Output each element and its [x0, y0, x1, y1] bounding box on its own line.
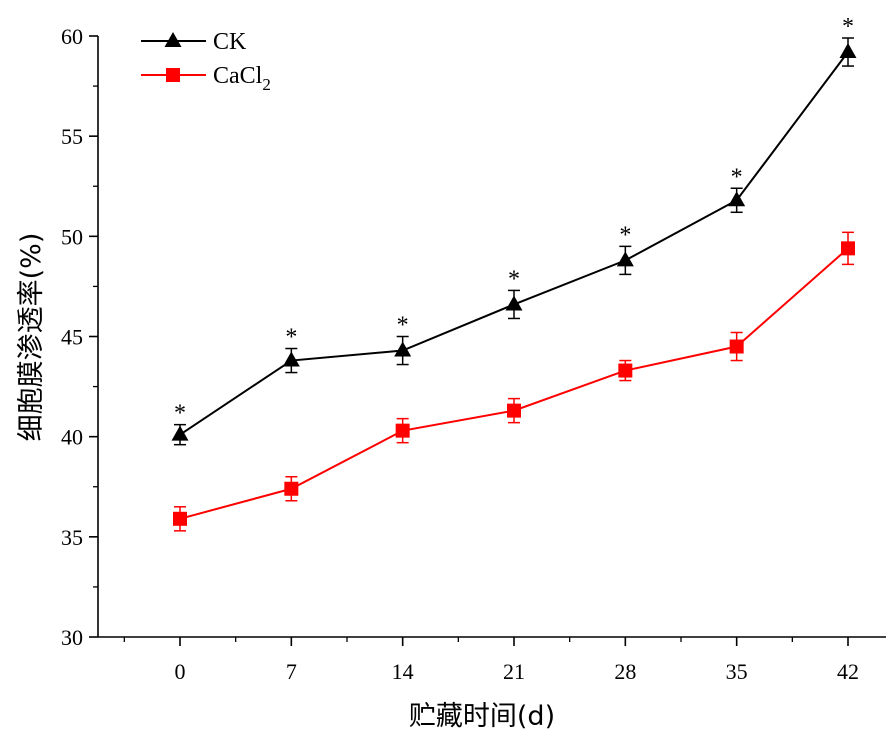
legend: CK CaCl2: [141, 29, 271, 94]
legend-label-main: CaCl: [213, 63, 263, 89]
y-tick-label: 50: [61, 224, 83, 249]
data-point-triangle: [282, 351, 300, 367]
x-tick-label: 7: [286, 659, 297, 684]
legend-label-main: CK: [213, 29, 247, 55]
data-point-triangle: [394, 341, 412, 357]
legend-item-cacl2: CaCl2: [141, 63, 271, 94]
x-tick-label: 0: [175, 659, 186, 684]
x-tick-label: 14: [392, 659, 414, 684]
data-point-triangle: [505, 295, 523, 311]
legend-item-ck: CK: [141, 29, 247, 55]
data-point-square: [284, 481, 299, 496]
series-layer: * * * * * * *: [171, 14, 857, 532]
legend-label: CK: [213, 29, 247, 55]
data-point-triangle: [616, 251, 634, 267]
significance-marker: *: [508, 266, 520, 292]
y-tick-label: 60: [61, 24, 83, 49]
y-tick-label: 35: [61, 525, 83, 550]
data-point-square: [507, 403, 521, 418]
series-cacl2: [173, 231, 855, 532]
series-line: [179, 51, 849, 436]
axes: 30 35 40 45 50 55 60 0 7 14 21 28 35 42: [61, 24, 886, 684]
data-point-square: [729, 339, 744, 354]
legend-label-subscript: 2: [262, 75, 271, 94]
x-axis-title: 贮藏时间(d): [409, 701, 555, 732]
significance-marker: *: [174, 401, 186, 427]
significance-marker: *: [619, 222, 631, 248]
y-axis-title: 细胞膜渗透率(%): [16, 233, 47, 442]
data-point-square: [173, 511, 187, 526]
data-point-triangle: [171, 425, 189, 441]
x-tick-label: 28: [614, 659, 636, 684]
data-point-triangle: [839, 43, 857, 59]
significance-marker: *: [285, 325, 297, 351]
legend-label: CaCl2: [213, 63, 271, 94]
y-tick-label: 45: [61, 325, 83, 350]
y-tick-label: 40: [61, 425, 83, 450]
data-point-square: [395, 423, 410, 438]
x-tick-label: 42: [837, 659, 859, 684]
series-ck: * * * * * * *: [171, 14, 857, 446]
data-point-square: [618, 363, 633, 378]
legend-marker-square: [166, 68, 180, 82]
significance-marker: *: [731, 164, 743, 190]
significance-marker: *: [842, 14, 854, 40]
data-point-square: [841, 241, 855, 256]
x-tick-label: 21: [503, 659, 525, 684]
y-tick-label: 55: [61, 124, 83, 149]
significance-marker: *: [397, 313, 409, 339]
legend-marker-triangle: [164, 32, 182, 47]
data-point-triangle: [728, 191, 746, 207]
x-tick-label: 35: [726, 659, 748, 684]
y-tick-label: 30: [61, 625, 83, 650]
